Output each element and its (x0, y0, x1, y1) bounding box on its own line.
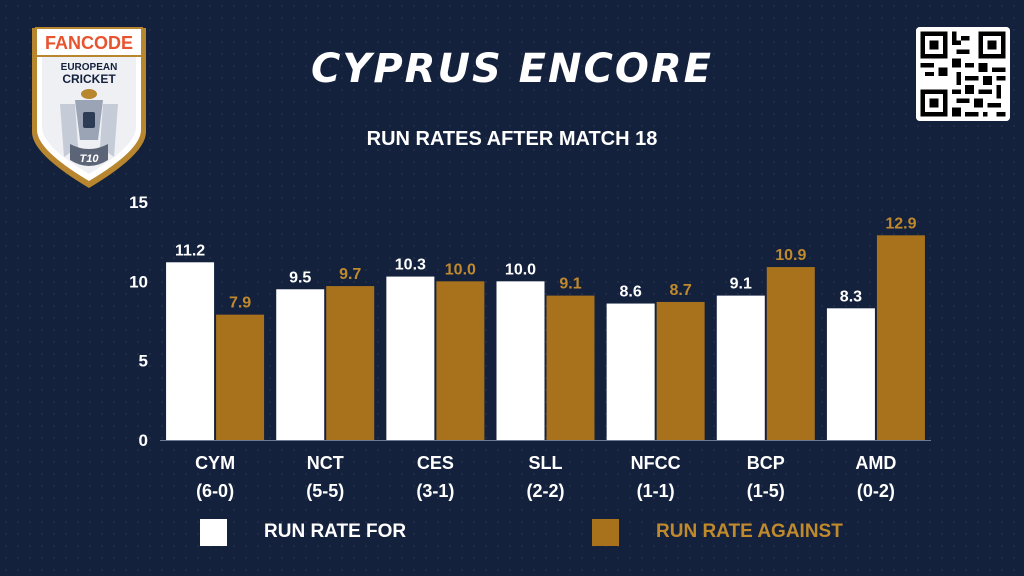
data-label-run-rate-against: 12.9 (885, 215, 916, 232)
y-tick-label: 5 (139, 352, 148, 371)
data-label-run-rate-against: 8.7 (670, 282, 692, 299)
data-label-run-rate-for: 10.0 (505, 261, 536, 278)
x-tick-label-record: (5-5) (306, 481, 344, 501)
bar-run-rate-against (216, 314, 265, 440)
data-label-run-rate-for: 10.3 (395, 257, 426, 274)
x-tick-label-record: (3-1) (416, 481, 454, 501)
x-tick-label-team: BCP (747, 453, 785, 473)
x-tick-label-team: NCT (307, 453, 344, 473)
data-label-run-rate-for: 11.2 (175, 242, 205, 259)
y-tick-label: 0 (139, 431, 148, 450)
fancode-european-cricket-logo: FANCODE EUROPEAN CRICKET T10 (32, 27, 146, 188)
x-tick-label-team: AMD (855, 453, 896, 473)
data-label-run-rate-against: 10.9 (775, 247, 806, 264)
legend-swatch-run-rate-for (200, 518, 227, 546)
data-label-run-rate-against: 9.1 (559, 276, 581, 293)
bar-run-rate-for (386, 276, 435, 440)
data-label-run-rate-against: 9.7 (339, 266, 361, 283)
logo-line2: CRICKET (62, 72, 116, 86)
data-label-run-rate-for: 8.3 (840, 288, 862, 305)
bar-run-rate-for (496, 281, 545, 440)
x-tick-label-team: SLL (529, 453, 563, 473)
legend-item-run-rate-against: RUN RATE AGAINST (592, 517, 843, 547)
chart-subtitle: RUN RATES AFTER MATCH 18 (366, 128, 658, 150)
bar-run-rate-for (276, 289, 325, 440)
bar-run-rate-against (436, 281, 485, 440)
bar-run-rate-for (826, 308, 875, 440)
x-tick-label-record: (6-0) (196, 481, 234, 501)
x-tick-label-team: CYM (195, 453, 235, 473)
legend-label-run-rate-for: RUN RATE FOR (264, 521, 407, 542)
legend-swatch-run-rate-against (592, 518, 619, 546)
x-tick-label-team: NFCC (631, 453, 681, 473)
data-label-run-rate-against: 7.9 (229, 295, 251, 312)
data-label-run-rate-for: 9.5 (289, 269, 311, 286)
bar-run-rate-against (656, 301, 705, 440)
bar-run-rate-for (166, 262, 215, 440)
bar-run-rate-against (326, 286, 375, 440)
data-label-run-rate-for: 8.6 (620, 284, 642, 301)
bar-run-rate-for (606, 303, 655, 440)
x-tick-label-record: (0-2) (857, 481, 895, 501)
y-tick-label: 15 (129, 193, 148, 212)
logo-badge: T10 (80, 153, 100, 165)
logo-line1: EUROPEAN (61, 62, 118, 73)
bar-run-rate-for (716, 295, 765, 440)
logo-brand: FANCODE (45, 33, 133, 53)
page-title: CYPRUS ENCORE (311, 46, 713, 92)
bar-run-rate-against (876, 235, 925, 440)
x-tick-label-team: CES (417, 453, 454, 473)
x-tick-label-record: (2-2) (526, 481, 564, 501)
qr-code-icon (916, 27, 1010, 121)
x-tick-label-record: (1-5) (747, 481, 785, 501)
data-label-run-rate-against: 10.0 (445, 261, 476, 278)
legend-label-run-rate-against: RUN RATE AGAINST (656, 521, 843, 542)
x-tick-label-record: (1-1) (637, 481, 675, 501)
bar-run-rate-against (766, 267, 815, 440)
bar-run-rate-against (546, 295, 595, 440)
y-tick-label: 10 (129, 272, 148, 291)
data-label-run-rate-for: 9.1 (730, 276, 752, 293)
legend-item-run-rate-for: RUN RATE FOR (200, 517, 406, 547)
